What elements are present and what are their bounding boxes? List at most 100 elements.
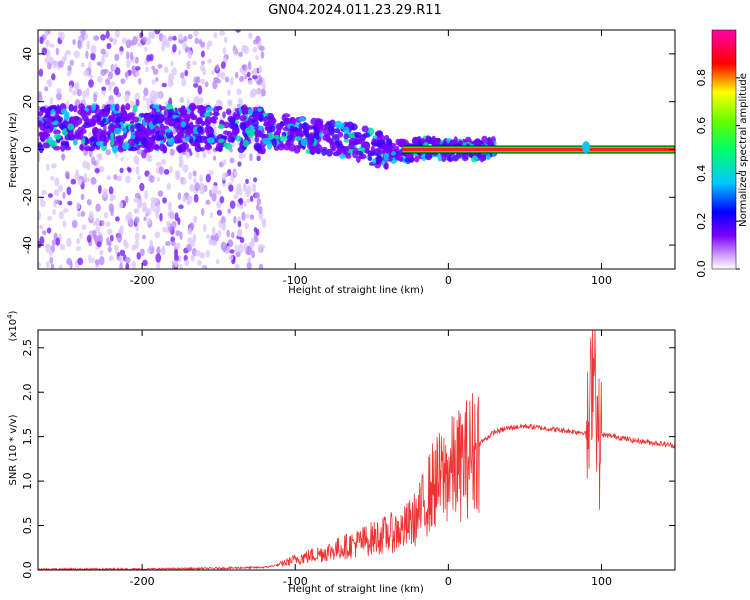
y-tick-label: 1.0 bbox=[21, 472, 34, 490]
heat-cell bbox=[175, 230, 181, 236]
heat-cell bbox=[178, 255, 182, 263]
heat-cell bbox=[237, 229, 242, 238]
heat-cell bbox=[62, 208, 69, 214]
heat-cell bbox=[159, 123, 165, 131]
heat-cell bbox=[246, 185, 252, 194]
heat-cell bbox=[252, 74, 258, 80]
heat-cell bbox=[49, 43, 55, 48]
heat-cell bbox=[108, 71, 113, 80]
heat-cell bbox=[124, 195, 129, 204]
heat-cell bbox=[178, 49, 182, 56]
heat-cell bbox=[133, 197, 139, 203]
heat-cell bbox=[93, 160, 97, 166]
heat-cell bbox=[104, 105, 109, 110]
snr-series-line bbox=[38, 330, 675, 570]
heat-cell bbox=[288, 143, 296, 152]
heat-cell bbox=[62, 220, 67, 228]
heat-cell bbox=[174, 254, 179, 262]
heat-cell bbox=[155, 161, 162, 167]
heat-cell bbox=[66, 257, 73, 266]
heat-cell bbox=[77, 126, 83, 133]
colorbar-tick-label: 0.8 bbox=[695, 69, 708, 87]
heat-cell bbox=[212, 155, 217, 161]
heat-cell bbox=[134, 66, 141, 71]
snr-y-ticks: 0.0 0.5 1.0 1.5 2.0 2.5 bbox=[21, 339, 675, 579]
heat-cell bbox=[152, 208, 159, 213]
heat-cell bbox=[174, 117, 181, 123]
heat-cell bbox=[96, 153, 103, 159]
heat-cell bbox=[332, 134, 340, 140]
heat-cell bbox=[237, 161, 242, 167]
heat-cell bbox=[470, 155, 479, 163]
heat-cell bbox=[47, 215, 53, 221]
heat-cell bbox=[88, 254, 92, 264]
heat-cell bbox=[485, 153, 491, 160]
heat-cell bbox=[192, 170, 197, 177]
x-tick-label: -100 bbox=[283, 274, 308, 287]
heat-cell bbox=[39, 224, 44, 230]
heat-cell bbox=[147, 137, 155, 144]
heat-cell bbox=[166, 182, 171, 191]
heat-cell bbox=[55, 237, 61, 246]
heat-cell bbox=[156, 134, 165, 141]
heat-cell bbox=[57, 60, 64, 68]
heat-cell bbox=[96, 241, 102, 248]
heat-cell bbox=[223, 36, 228, 43]
heat-cell bbox=[204, 143, 213, 151]
heat-cell bbox=[158, 118, 164, 123]
heat-cell bbox=[203, 184, 208, 192]
heat-cell bbox=[251, 250, 256, 259]
heat-cell bbox=[66, 237, 72, 248]
heat-cell bbox=[197, 108, 204, 114]
heat-cell bbox=[120, 104, 126, 113]
heat-cell bbox=[67, 123, 75, 131]
heat-cell bbox=[99, 256, 105, 266]
heat-cell bbox=[187, 33, 193, 40]
heat-cell bbox=[257, 244, 263, 253]
heat-cell bbox=[193, 30, 199, 37]
heat-cell bbox=[250, 239, 255, 248]
heat-cell bbox=[86, 198, 92, 206]
heat-cell bbox=[94, 217, 100, 227]
heat-cell bbox=[205, 173, 211, 183]
snr-y-multiplier: (x104) bbox=[6, 310, 19, 341]
heat-cell bbox=[56, 105, 61, 115]
heat-cell bbox=[59, 31, 65, 41]
heat-cell bbox=[229, 157, 235, 164]
heat-cell bbox=[370, 145, 376, 155]
heat-cell bbox=[93, 35, 100, 41]
heat-cell bbox=[38, 131, 43, 138]
heat-cell bbox=[156, 176, 160, 182]
heat-cell bbox=[66, 186, 72, 196]
heat-cell bbox=[112, 37, 118, 46]
heat-cell bbox=[50, 263, 55, 269]
heat-cell bbox=[96, 61, 102, 66]
heat-cell bbox=[131, 65, 135, 75]
heat-cell bbox=[142, 259, 148, 267]
heat-cell bbox=[247, 257, 252, 264]
heat-cell bbox=[156, 261, 161, 269]
heat-cell bbox=[86, 40, 91, 50]
heat-cell bbox=[103, 211, 109, 219]
heat-cell bbox=[143, 216, 147, 221]
heat-cell bbox=[221, 172, 227, 181]
heat-cell bbox=[77, 131, 84, 141]
heat-cell bbox=[260, 88, 266, 97]
heat-cell bbox=[50, 108, 56, 115]
heat-cell bbox=[194, 37, 199, 45]
heat-cell bbox=[352, 151, 359, 159]
heat-cell bbox=[259, 263, 264, 269]
heat-cell bbox=[169, 81, 174, 86]
heat-cell bbox=[88, 132, 92, 138]
heat-cell bbox=[239, 236, 245, 244]
heat-cell bbox=[230, 76, 234, 86]
heat-cell bbox=[80, 210, 86, 217]
heat-cell bbox=[45, 261, 50, 269]
heat-cell bbox=[65, 49, 72, 56]
heat-cell bbox=[246, 245, 252, 256]
heat-cell bbox=[178, 39, 185, 44]
heat-cell bbox=[298, 117, 307, 122]
heat-cell bbox=[53, 133, 62, 140]
heat-cell bbox=[206, 42, 210, 50]
heat-cell bbox=[154, 30, 161, 35]
